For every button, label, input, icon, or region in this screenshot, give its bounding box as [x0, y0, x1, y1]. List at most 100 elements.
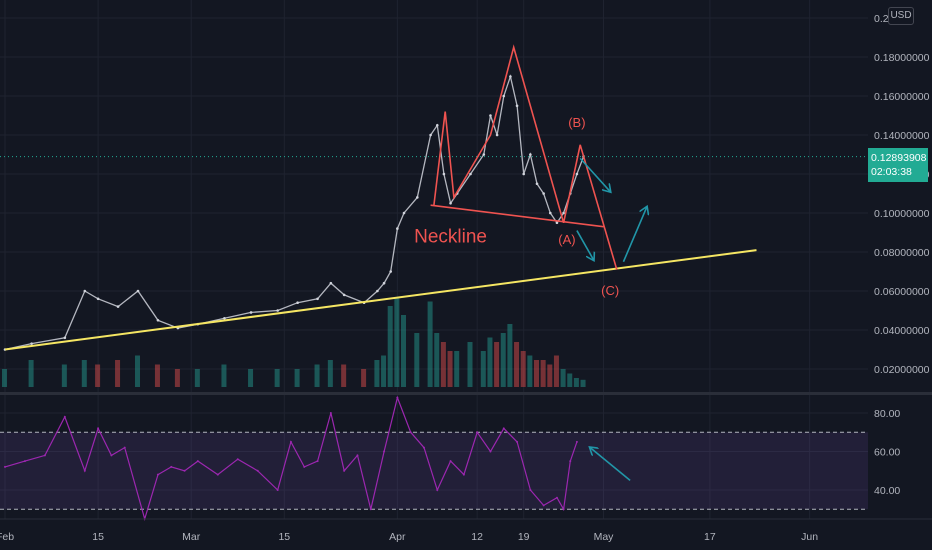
- pane-separator[interactable]: [0, 392, 932, 395]
- volume-bar: [154, 364, 160, 387]
- volume-bar: [567, 373, 573, 387]
- volume-bar: [221, 364, 227, 387]
- volume-bar: [480, 351, 486, 387]
- volume-bar: [294, 369, 300, 387]
- arrow-drawing: [579, 157, 610, 191]
- price-point: [509, 75, 512, 78]
- time-tick-label: 15: [92, 531, 104, 543]
- chart-drawings: [4, 44, 757, 351]
- neckline-drawing: [430, 204, 604, 228]
- rsi-tick-label: 40.00: [874, 485, 900, 497]
- rsi-series: [4, 395, 578, 522]
- price-point: [549, 211, 552, 215]
- annotation-label: (A): [558, 232, 575, 247]
- arrow-drawing: [576, 230, 594, 260]
- time-tick-label: Apr: [389, 531, 406, 543]
- currency-badge[interactable]: USD: [888, 7, 914, 25]
- volume-bar: [500, 333, 506, 387]
- volume-bar: [274, 369, 280, 387]
- price-chart[interactable]: Neckline (A)(B)(C) 0.020000000.040000000.…: [0, 0, 932, 392]
- rsi-point: [343, 469, 346, 472]
- price-point: [296, 301, 299, 305]
- price-point: [223, 317, 226, 320]
- chart-annotations: Neckline (A) (B) (C): [414, 115, 619, 298]
- rsi-point: [396, 396, 399, 399]
- price-point: [429, 133, 432, 137]
- price-point: [535, 182, 539, 186]
- time-tick-label: Feb: [0, 531, 14, 543]
- rsi-axis[interactable]: 40.00 60.00 80.00: [874, 408, 900, 497]
- volume-bar: [381, 355, 387, 387]
- rsi-point: [170, 465, 173, 468]
- volume-bar: [2, 369, 7, 387]
- volume-bar: [28, 360, 34, 387]
- volume-bar: [314, 364, 320, 387]
- price-grid: [0, 0, 868, 392]
- volume-bar: [135, 355, 140, 387]
- volume-bar: [194, 369, 200, 387]
- rsi-point: [289, 440, 292, 443]
- volume-bar: [487, 337, 493, 387]
- price-point: [495, 133, 499, 137]
- rsi-point: [422, 446, 425, 449]
- price-tick-label: 0.2: [874, 13, 889, 25]
- volume-bar: [540, 360, 546, 387]
- bar-countdown: 02:03:38: [871, 166, 912, 178]
- volume-bar: [553, 355, 559, 387]
- rsi-point: [383, 450, 386, 453]
- rsi-tick-label: 80.00: [874, 408, 900, 420]
- rsi-point: [123, 446, 126, 449]
- rsi-point: [369, 508, 372, 511]
- price-point: [389, 270, 393, 273]
- volume-bar: [81, 360, 87, 387]
- price-point: [575, 172, 579, 176]
- price-point: [542, 192, 545, 195]
- volume-bar: [467, 342, 473, 387]
- volume-bar: [514, 342, 520, 387]
- price-axis[interactable]: 0.02000000 0.04000000 0.06000000 0.08000000…: [874, 13, 930, 376]
- price-point: [316, 297, 319, 301]
- trendline-drawing: [4, 249, 757, 351]
- volume-bar: [494, 342, 500, 387]
- price-point: [502, 94, 506, 98]
- price-point: [435, 123, 439, 127]
- price-tick-label: 0.08000000: [874, 247, 930, 259]
- time-axis[interactable]: Feb 15 Mar 15 Apr 12 19 May 17 Jun: [0, 518, 932, 543]
- rsi-point: [436, 489, 439, 491]
- rsi-chart[interactable]: 40.00 60.00 80.00 Feb 15 Mar 15 Apr 12 19 May 17 Ju…: [0, 395, 932, 550]
- volume-bar: [547, 364, 553, 387]
- volume-bars: [2, 297, 586, 387]
- price-point: [442, 172, 446, 176]
- volume-bar: [394, 297, 400, 387]
- rsi-point: [183, 469, 186, 472]
- volume-bar: [387, 306, 393, 387]
- volume-bar: [374, 360, 380, 387]
- volume-bar: [534, 360, 539, 387]
- volume-bar: [95, 364, 101, 387]
- price-point: [396, 227, 399, 230]
- time-tick-label: 19: [518, 531, 530, 543]
- price-point: [376, 289, 379, 293]
- price-point: [469, 172, 472, 176]
- rsi-arrow-drawing: [590, 448, 631, 481]
- rsi-point: [236, 458, 239, 461]
- rsi-drawings: [590, 448, 631, 481]
- rsi-point: [356, 454, 359, 457]
- rsi-point: [256, 469, 259, 472]
- volume-bar: [361, 369, 367, 387]
- price-point: [249, 311, 253, 314]
- rsi-point: [63, 415, 66, 418]
- price-point: [562, 211, 565, 215]
- annotation-label: Neckline: [414, 226, 487, 247]
- volume-bar: [414, 333, 420, 387]
- rsi-point: [569, 460, 572, 463]
- volume-bar: [248, 369, 254, 387]
- rsi-point: [449, 460, 452, 463]
- time-tick-label: 17: [704, 531, 716, 543]
- volume-bar: [520, 351, 526, 387]
- annotation-label: (B): [568, 115, 585, 130]
- volume-bar: [440, 342, 446, 387]
- volume-bar: [580, 379, 586, 387]
- last-price-label: 0.12893908 02:03:38: [868, 148, 928, 182]
- rsi-point: [562, 508, 565, 511]
